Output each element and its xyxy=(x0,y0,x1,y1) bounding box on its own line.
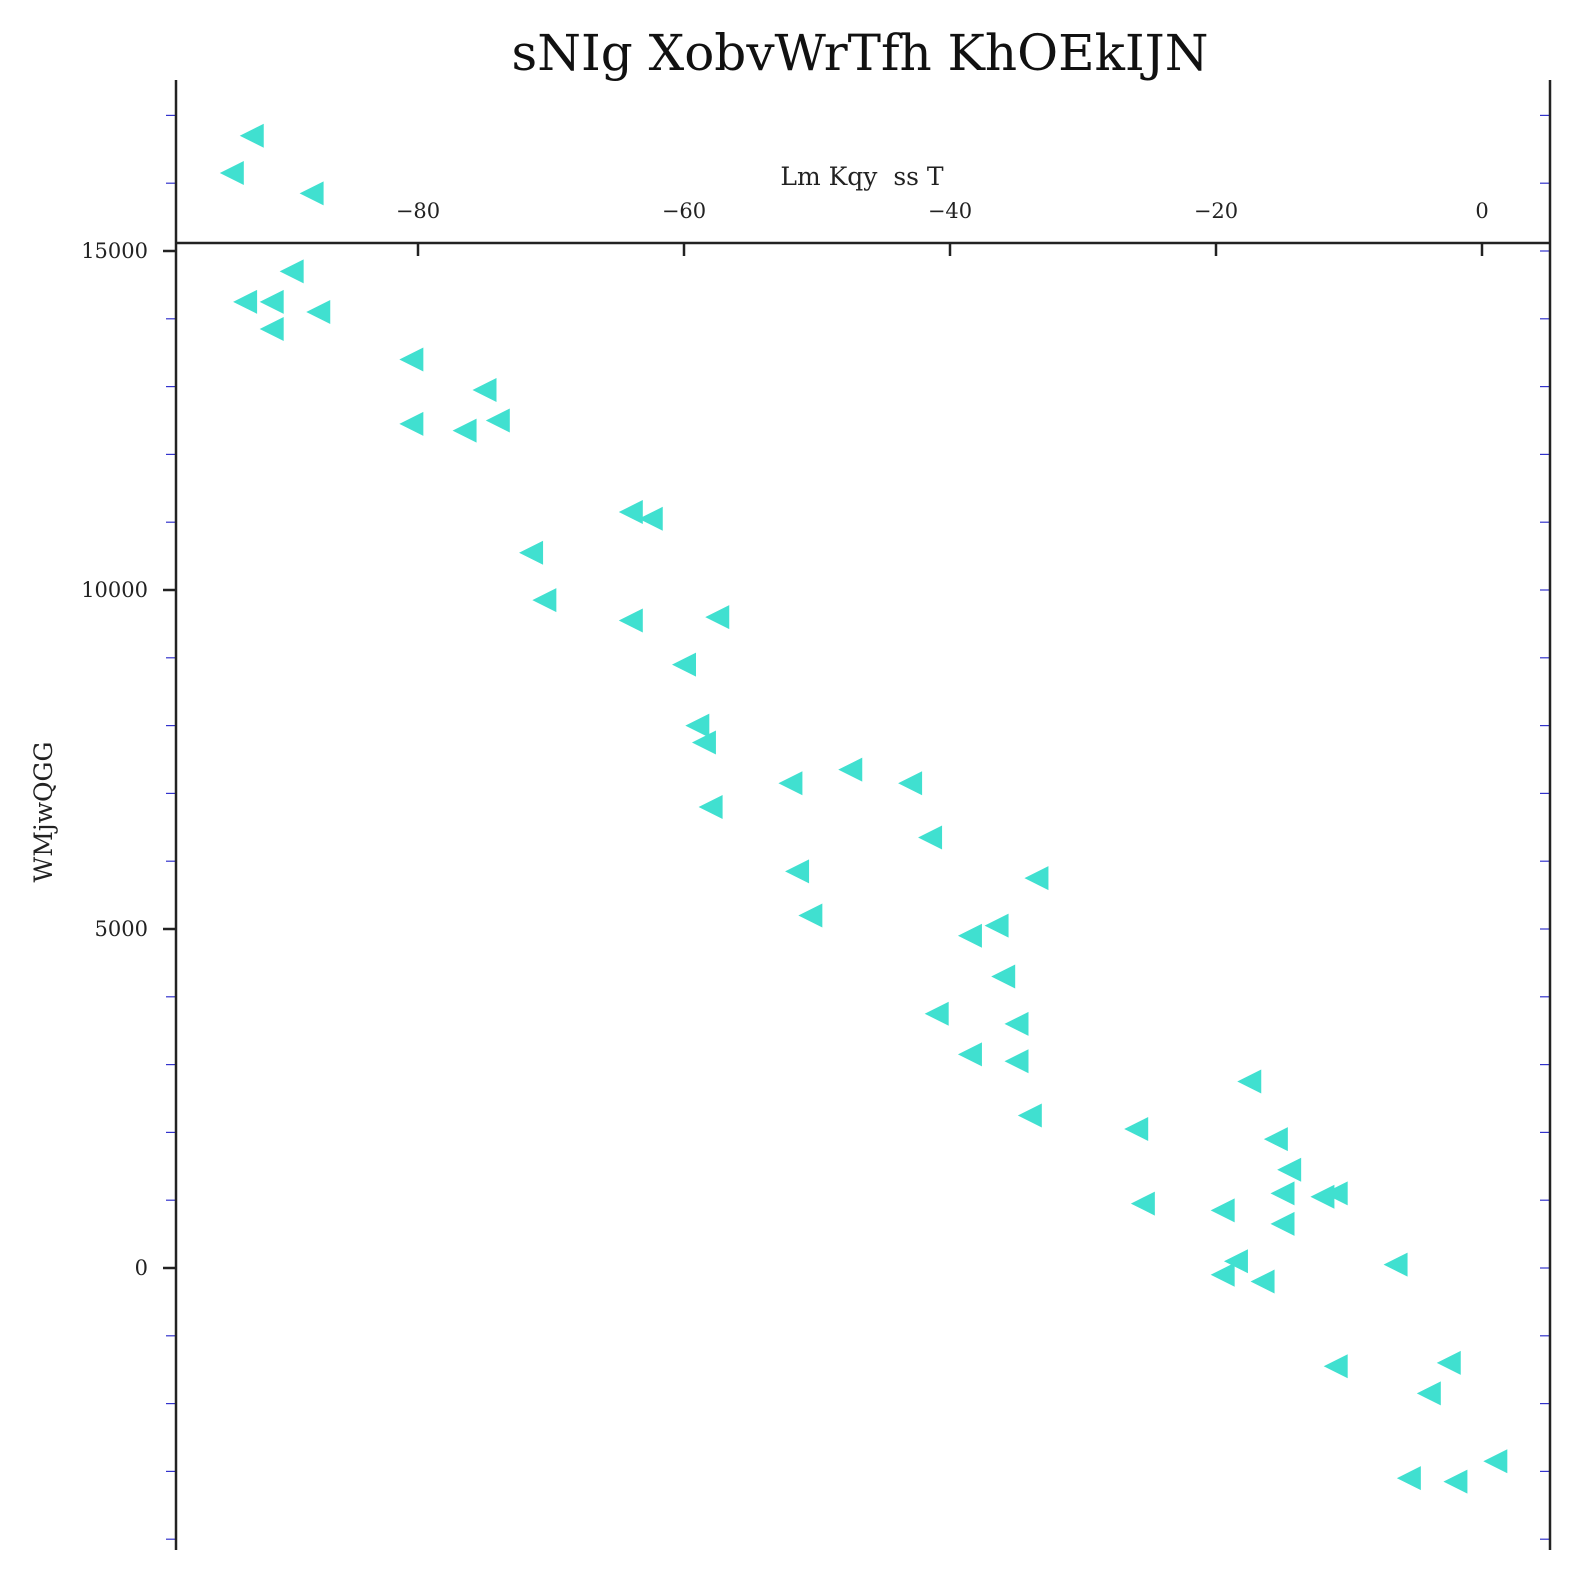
data-point xyxy=(785,859,810,884)
x-axis-label: Lm Kqy ss T xyxy=(780,162,944,191)
data-point xyxy=(399,411,424,436)
data-point xyxy=(1024,866,1049,891)
data-point xyxy=(259,289,284,314)
data-point xyxy=(698,794,723,819)
x-tick-label: −40 xyxy=(928,199,972,223)
data-point xyxy=(279,259,304,284)
data-point xyxy=(1310,1184,1335,1209)
data-point xyxy=(299,181,324,206)
data-point xyxy=(485,408,510,433)
data-point xyxy=(1004,1049,1029,1074)
data-point xyxy=(1323,1181,1348,1206)
data-point xyxy=(1017,1103,1042,1128)
data-point xyxy=(306,300,331,325)
y-tick-label: 0 xyxy=(135,1256,148,1280)
data-point xyxy=(1237,1069,1262,1094)
data-point xyxy=(399,347,424,372)
data-point xyxy=(1210,1262,1235,1287)
data-point xyxy=(1323,1354,1348,1379)
data-point xyxy=(519,540,544,565)
data-point xyxy=(798,903,823,928)
y-axis-ticks: 0 5000 10000 15000 xyxy=(81,239,176,1280)
data-point xyxy=(957,1042,982,1067)
data-point xyxy=(991,964,1016,989)
data-point xyxy=(984,913,1009,938)
data-point xyxy=(1270,1181,1295,1206)
data-point xyxy=(1416,1381,1441,1406)
data-point xyxy=(638,506,663,531)
data-point xyxy=(705,605,730,630)
data-point xyxy=(219,161,244,186)
y-tick-label: 5000 xyxy=(95,917,148,941)
data-point xyxy=(1004,1011,1029,1036)
data-point xyxy=(1263,1127,1288,1152)
data-point xyxy=(918,825,943,850)
data-point xyxy=(1124,1117,1149,1142)
x-axis-ticks: −80 −60 −40 −20 0 xyxy=(396,199,1489,256)
data-point xyxy=(239,123,264,148)
data-point xyxy=(472,377,497,402)
x-tick-label: −80 xyxy=(396,199,440,223)
data-point xyxy=(691,730,716,755)
data-point xyxy=(924,1001,949,1026)
data-point xyxy=(1223,1249,1248,1274)
x-tick-label: 0 xyxy=(1475,199,1488,223)
data-point xyxy=(1277,1157,1302,1182)
data-point xyxy=(838,757,863,782)
minor-ticks xyxy=(166,114,1550,1540)
data-point xyxy=(898,771,923,796)
x-tick-label: −20 xyxy=(1194,199,1238,223)
data-point xyxy=(1396,1466,1421,1491)
data-point xyxy=(1270,1211,1295,1236)
data-point xyxy=(1383,1252,1408,1277)
data-point xyxy=(685,713,710,738)
data-point xyxy=(618,500,643,525)
data-point xyxy=(1483,1449,1508,1474)
data-point xyxy=(1210,1198,1235,1223)
y-axis-label: WMjwQGG xyxy=(29,742,58,883)
data-point xyxy=(452,418,477,443)
data-points xyxy=(219,123,1508,1494)
data-point xyxy=(259,316,284,341)
data-point xyxy=(778,771,803,796)
chart-title: sNIg XobvWrTfh KhOEkIJN xyxy=(512,24,1209,82)
data-point xyxy=(1130,1191,1155,1216)
y-tick-label: 10000 xyxy=(81,578,148,602)
data-point xyxy=(233,289,258,314)
data-point xyxy=(1443,1469,1468,1494)
data-point xyxy=(1250,1269,1275,1294)
data-point xyxy=(1436,1350,1461,1375)
x-tick-label: −60 xyxy=(662,199,706,223)
y-tick-label: 15000 xyxy=(81,239,148,263)
data-point xyxy=(532,588,557,613)
data-point xyxy=(957,923,982,948)
data-point xyxy=(672,652,696,677)
data-point xyxy=(618,608,643,633)
